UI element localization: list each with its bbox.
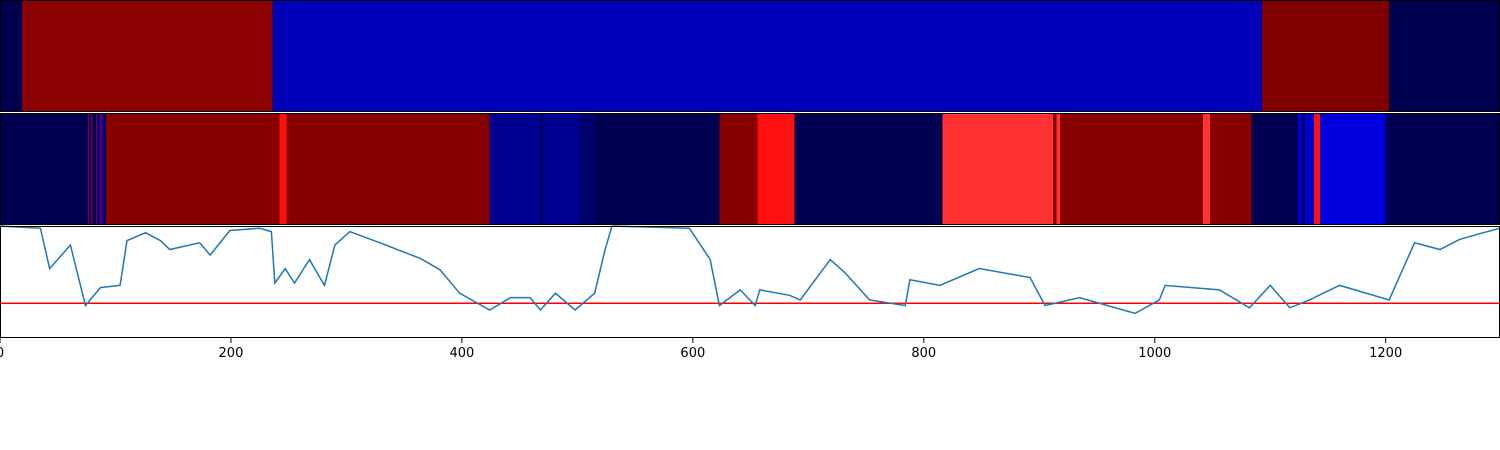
segment <box>101 113 104 225</box>
segment <box>594 113 720 225</box>
segment <box>1053 113 1057 225</box>
segment <box>757 113 795 225</box>
data-line <box>0 225 1500 315</box>
segment <box>1210 113 1252 225</box>
x-tick-label: 800 <box>911 346 936 361</box>
segment <box>0 113 88 225</box>
segment <box>1389 0 1500 112</box>
segment <box>794 113 943 225</box>
segment <box>106 113 280 225</box>
segment <box>21 0 273 112</box>
segment <box>942 113 1054 225</box>
segment <box>286 113 490 225</box>
segment <box>1385 113 1500 225</box>
segment <box>100 113 102 225</box>
x-tick-label: 1200 <box>1369 346 1402 361</box>
segment <box>1314 113 1320 225</box>
segment <box>1297 113 1303 225</box>
segment <box>1302 113 1305 225</box>
segment <box>542 113 580 225</box>
x-tick-label: 0 <box>0 346 4 361</box>
segment <box>1060 113 1204 225</box>
segment <box>1203 113 1211 225</box>
segment <box>1304 113 1315 225</box>
segment <box>1319 113 1386 225</box>
segment <box>92 113 96 225</box>
segment <box>88 113 92 225</box>
segment <box>1262 0 1390 112</box>
segment <box>1056 113 1061 225</box>
segment <box>1251 113 1298 225</box>
segment <box>95 113 97 225</box>
segment <box>579 113 595 225</box>
segment <box>0 0 22 112</box>
segment <box>540 113 543 225</box>
segment <box>103 113 107 225</box>
x-tick-label: 200 <box>219 346 244 361</box>
x-tick-label: 400 <box>449 346 474 361</box>
x-tick-label: 600 <box>680 346 705 361</box>
x-tick-label: 1000 <box>1138 346 1171 361</box>
segment <box>489 113 541 225</box>
segment <box>272 0 1263 112</box>
segment <box>279 113 287 225</box>
segment <box>91 113 93 225</box>
segment <box>87 113 89 225</box>
segment <box>719 113 758 225</box>
panel-frame <box>0 226 1500 338</box>
segment <box>96 113 101 225</box>
